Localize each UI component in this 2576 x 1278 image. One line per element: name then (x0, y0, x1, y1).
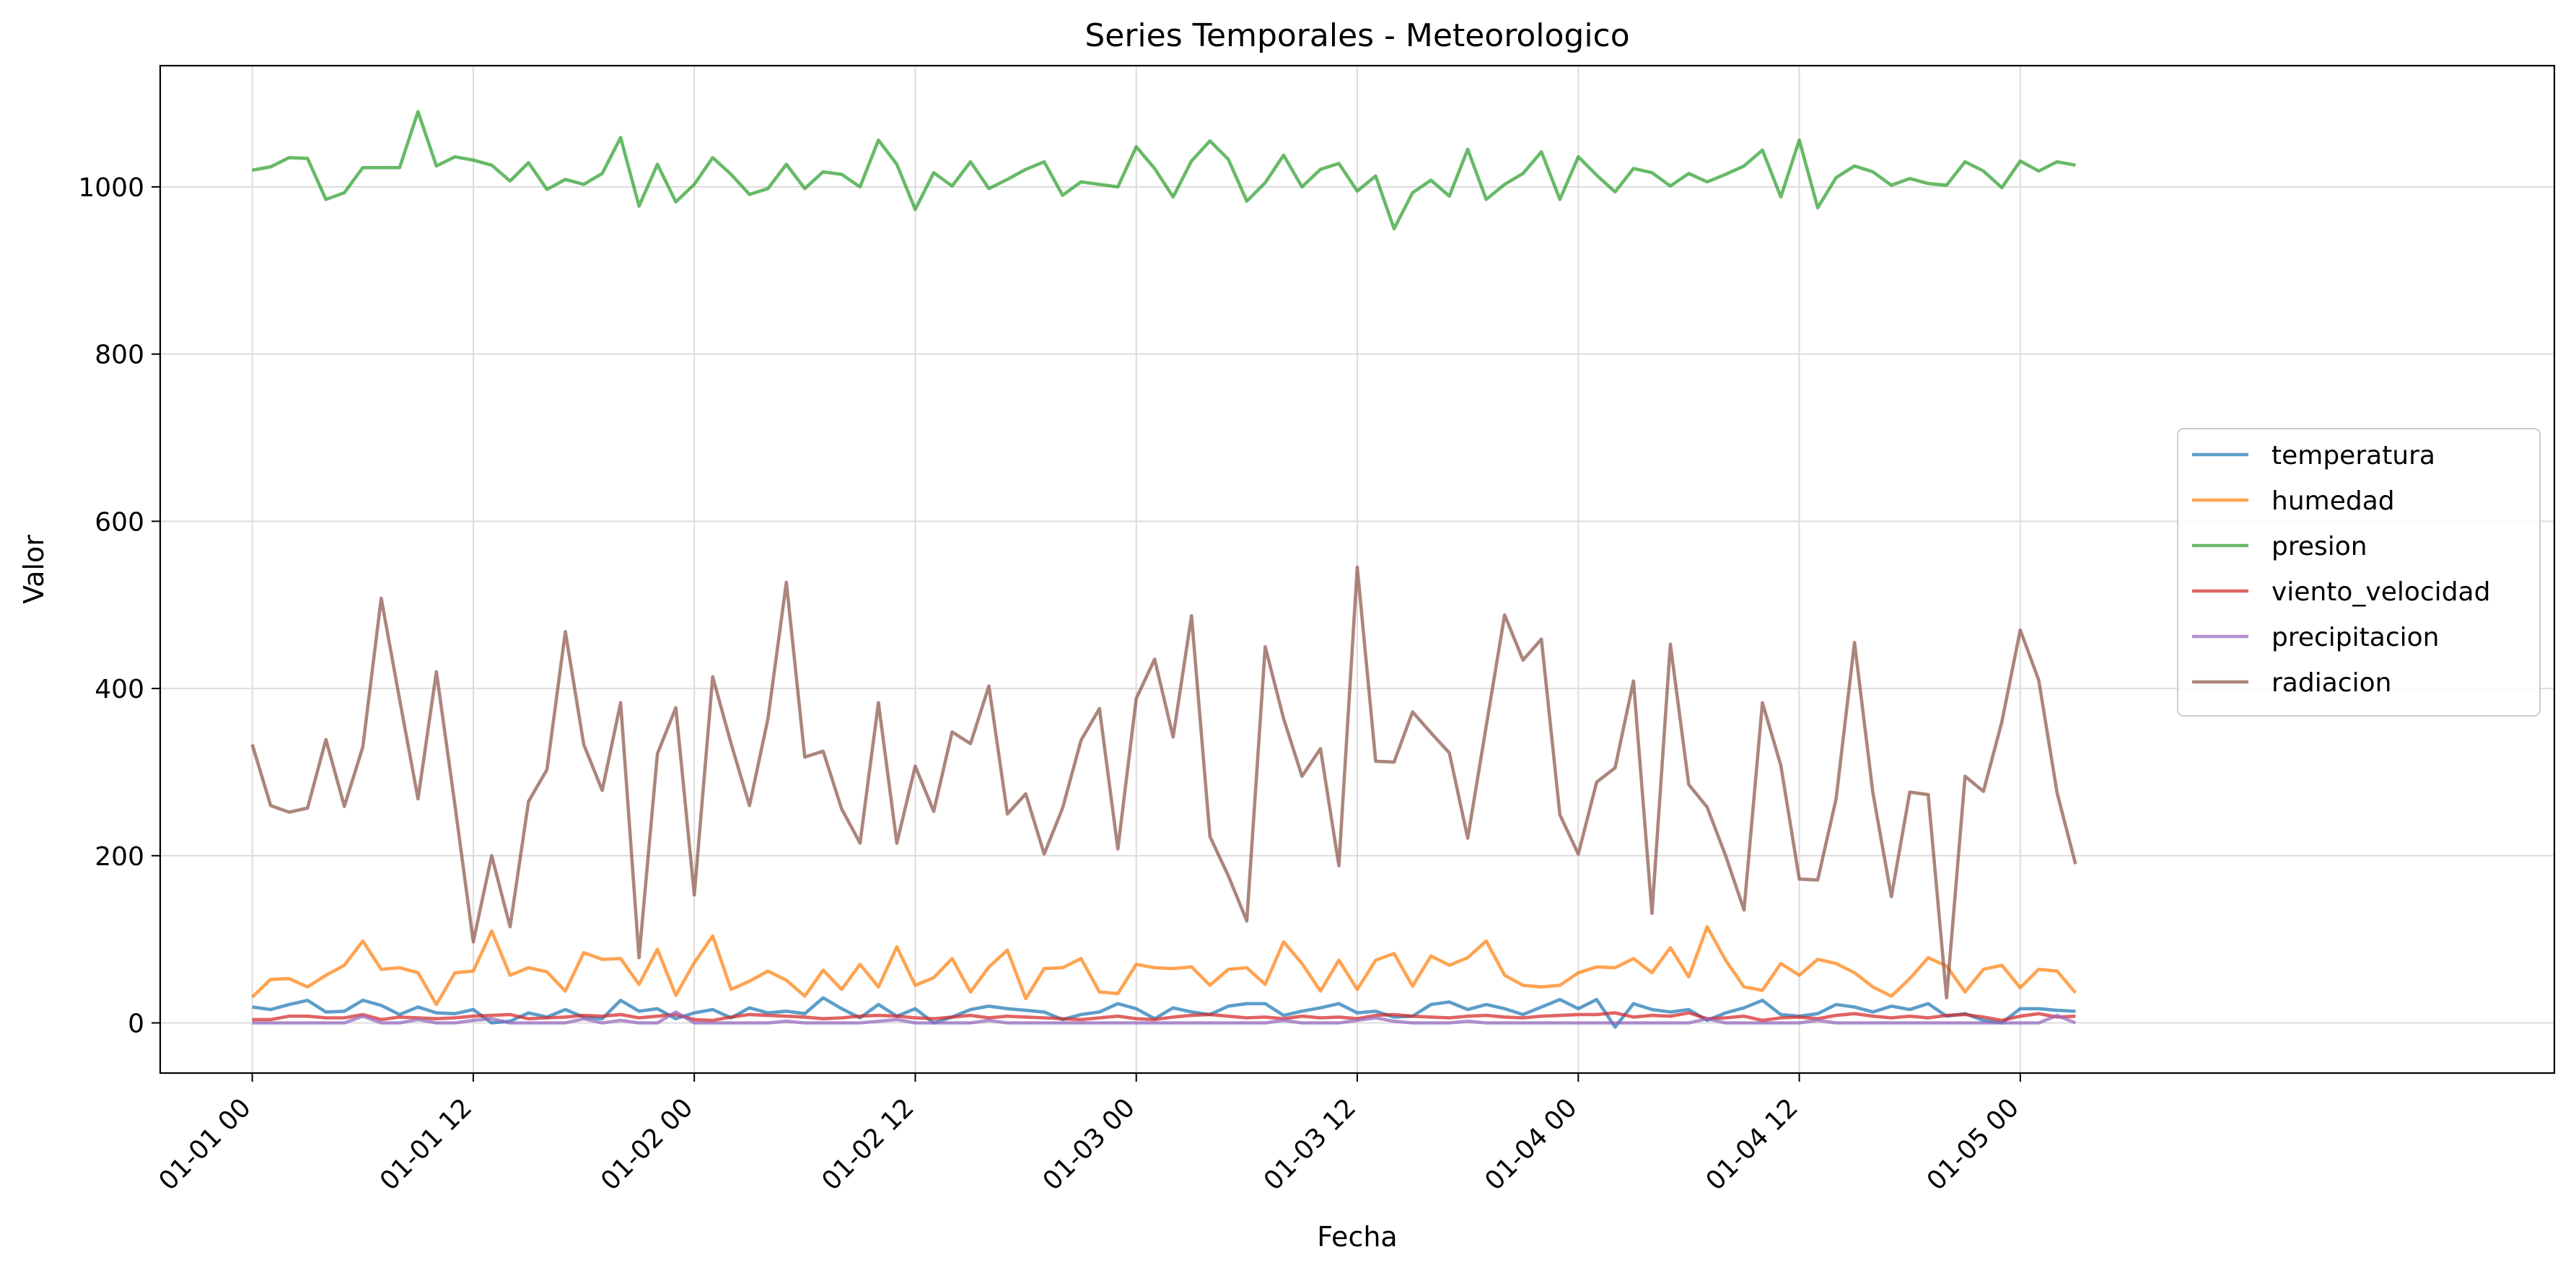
series-line-presion (252, 110, 2076, 231)
legend-label: humedad (2271, 486, 2395, 516)
y-tick-label: 800 (95, 341, 144, 370)
series-line-humedad (251, 925, 2077, 1007)
y-tick-label: 0 (128, 1009, 144, 1038)
legend: temperatura humedad presion viento_velocida… (2177, 428, 2541, 717)
y-tick-label: 1000 (78, 173, 144, 203)
y-axis-label: Valor (18, 535, 50, 604)
series-lines (250, 110, 2077, 1029)
series-line-temperatura (252, 996, 2076, 1029)
y-axis-ticks: 0 200 400 600 800 1000 (78, 173, 160, 1038)
chart-title: Series Temporales - Meteorologico (1085, 17, 1629, 54)
series-line-viento_velocidad (252, 1011, 2076, 1023)
y-tick-label: 400 (95, 675, 144, 704)
series-line-radiacion (250, 565, 2077, 999)
legend-label: viento_velocidad (2271, 577, 2490, 607)
legend-label: temperatura (2271, 441, 2435, 471)
legend-label: radiacion (2271, 668, 2391, 698)
grid-lines (160, 66, 2554, 1073)
legend-label: precipitacion (2271, 623, 2439, 652)
y-tick-label: 200 (95, 842, 144, 872)
legend-box (2177, 428, 2541, 717)
y-tick-label: 600 (95, 507, 144, 537)
legend-label: presion (2271, 532, 2367, 561)
series-line-precipitacion (252, 1010, 2077, 1025)
x-axis-label: Fecha (1317, 1221, 1397, 1253)
